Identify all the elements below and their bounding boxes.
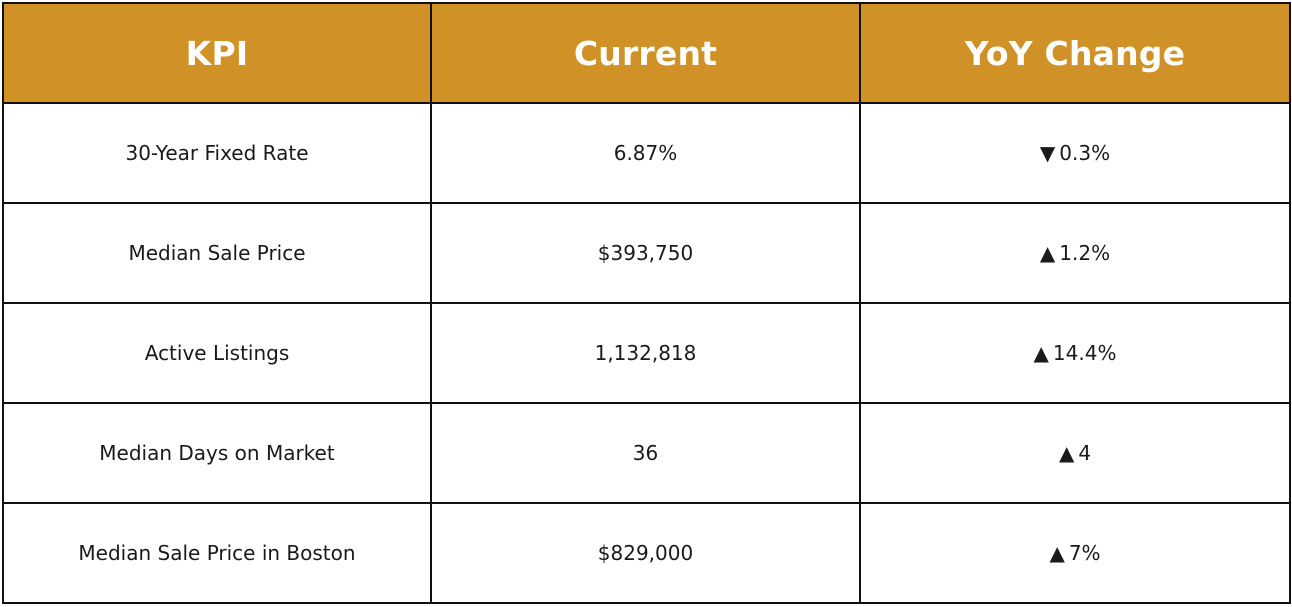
current-cell: 6.87% [430,102,861,204]
kpi-cell: Median Sale Price [2,202,432,304]
yoy-change-cell: ▲ 7% [859,502,1291,604]
current-cell: $829,000 [430,502,861,604]
yoy-change-cell: ▲ 4 [859,402,1291,504]
table-row: Median Sale Price in Boston $829,000 ▲ 7% [2,502,1291,604]
trend-up-icon: ▲ [1033,341,1049,365]
change-value: 14.4% [1052,341,1117,365]
change-value: 4 [1078,441,1092,465]
trend-up-icon: ▲ [1039,241,1056,265]
change-value: 0.3% [1059,141,1111,165]
trend-up-icon: ▲ [1049,541,1065,565]
header-row: KPI Current YoY Change [2,2,1291,104]
column-header-yoy-change: YoY Change [859,2,1291,104]
current-cell: 1,132,818 [430,302,861,404]
table-row: Median Sale Price $393,750 ▲ 1.2% [2,202,1291,304]
yoy-change-cell: ▲ 1.2% [859,202,1291,304]
trend-up-icon: ▲ [1058,441,1075,465]
yoy-change-cell: ▼ 0.3% [859,102,1291,204]
kpi-cell: Median Days on Market [2,402,432,504]
column-header-kpi: KPI [2,2,432,104]
current-cell: 36 [430,402,861,504]
column-header-current: Current [430,2,861,104]
change-value: 7% [1068,541,1101,565]
table-row: Median Days on Market 36 ▲ 4 [2,402,1291,504]
table-row: Active Listings 1,132,818 ▲ 14.4% [2,302,1291,404]
yoy-change-cell: ▲ 14.4% [859,302,1291,404]
table-row: 30-Year Fixed Rate 6.87% ▼ 0.3% [2,102,1291,204]
current-cell: $393,750 [430,202,861,304]
trend-down-icon: ▼ [1039,141,1056,165]
change-value: 1.2% [1059,241,1111,265]
kpi-cell: 30-Year Fixed Rate [2,102,432,204]
kpi-cell: Median Sale Price in Boston [2,502,432,604]
kpi-cell: Active Listings [2,302,432,404]
